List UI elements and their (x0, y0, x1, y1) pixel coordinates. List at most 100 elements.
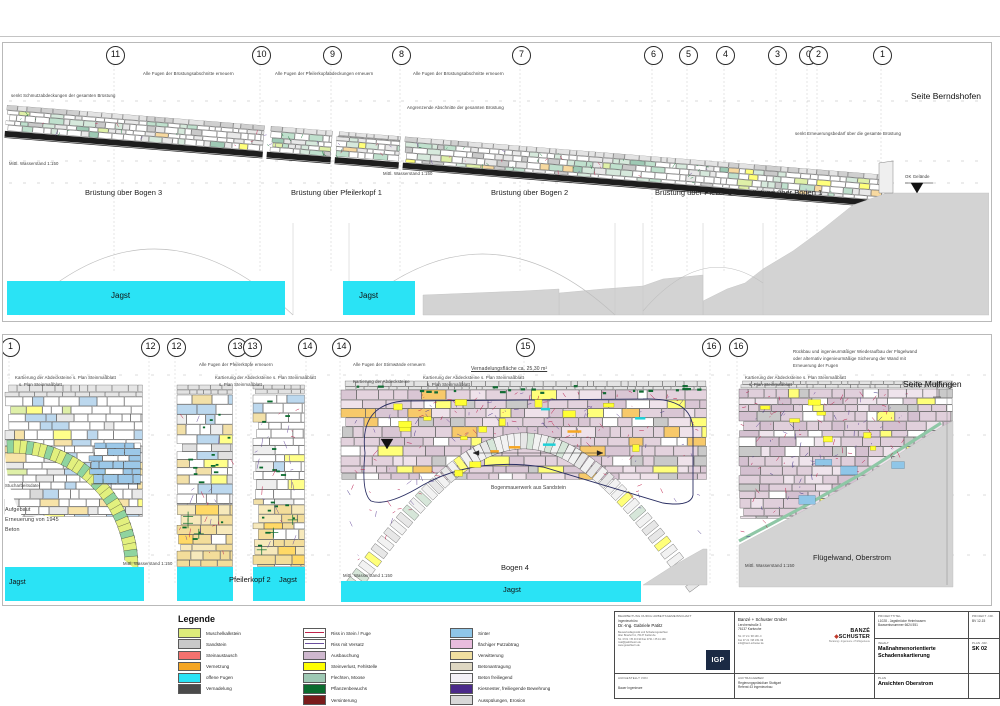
legend-label-1-6: Versinterung (331, 698, 357, 703)
lower-area-note: Vernadelungsfläche ca. 25,30 m² (471, 366, 547, 372)
legend-label-2-1: flächiger Putzabtrag (478, 642, 519, 647)
legend-row: Riss in Stein / Fuge (303, 628, 443, 638)
legend-row: Vernetzung (178, 662, 298, 672)
title-block-office-column: Bearbeitung durch Arbeitsgemeinschaft In… (615, 612, 735, 698)
inhalt-header: Inhalt (878, 641, 965, 645)
office-igp-cell: Bearbeitung durch Arbeitsgemeinschaft In… (615, 612, 734, 674)
grid-bubble-lower-2: 12 (167, 338, 186, 357)
water-body-left (7, 281, 285, 315)
water-lower-3 (253, 567, 305, 601)
lower-section-label-pfeilerkopf2: Pfeilerkopf 2 (229, 575, 271, 584)
grid-bubble-lower-7: 15 (516, 338, 535, 357)
office1-line2: Dr.-Ing. Gabriele Patitz (618, 623, 731, 629)
lower-rebuild-2: Beton (5, 527, 20, 533)
upper-level-marker-label: OK Gelände (905, 174, 930, 179)
upper-elevation-panel: 11109876543021JagstJagstBrüstung über Bo… (2, 42, 992, 322)
legend-swatch-0-3 (178, 662, 201, 672)
aufgestellt-cell: Aufgestellt von Bauer Ingenieure (615, 674, 734, 698)
lower-note-7: oder alternativ ingenieurmäßige Sicherun… (793, 356, 906, 361)
grid-bubble-upper-10: 10 (252, 46, 271, 65)
legend-swatch-1-3 (303, 662, 326, 672)
title-block: Bearbeitung durch Arbeitsgemeinschaft In… (614, 611, 1000, 699)
upper-note-1: Alle Fugen der Pfeilerkopfabdeckungen er… (275, 71, 373, 76)
lower-note-3b: s. Plan Steinmaßblatt (219, 382, 262, 387)
water-label-mid: Jagst (359, 291, 378, 300)
legend-row: Pflanzenbewuchs (303, 684, 443, 694)
legend-swatch-2-6 (450, 695, 473, 705)
office1-small-4: www.gutachterin.de (618, 644, 731, 647)
legend-row: Muschelkalkstein (178, 628, 298, 638)
legend-swatch-1-2 (303, 651, 326, 661)
legend-swatch-2-5 (450, 684, 473, 694)
legend-row: Betonantragung (450, 662, 600, 672)
grid-bubble-upper-6: 6 (644, 46, 663, 65)
upper-note-4: senkt Schmutzabdeckungen der gesamten Br… (11, 93, 115, 98)
legend-swatch-0-2 (178, 651, 201, 661)
upper-section-label-0: Brüstung über Bogen 3 (85, 188, 162, 197)
upper-section-label-1: Brüstung über Pfeilerkopf 1 (291, 188, 382, 197)
legend-row: Steinverlust, Fehlstelle (303, 662, 443, 672)
legend-label-1-4: Flechten, Moose (331, 675, 365, 680)
plan-header: Plan (878, 676, 965, 680)
legend-label-2-0: Sinter (478, 631, 490, 636)
lower-note-0: Alle Fugen der Pfeilerköpfe erneuern (199, 362, 273, 367)
lower-level-note-1: Mittl. Wasserstand 1:150 (123, 561, 173, 566)
title-block-number-column: Projekt -Nr. BV 12-15 Plan -Nr. SK 02 (969, 612, 999, 698)
projekt-header: Projekttitel (878, 614, 965, 618)
legend-swatch-0-5 (178, 684, 201, 694)
auftraggeber-header: Auftraggeber (738, 676, 871, 680)
legend-swatch-2-4 (450, 673, 473, 683)
lower-section-label-bogen4: Bogen 4 (501, 563, 529, 572)
legend-row: flächiger Putzabtrag (450, 639, 600, 649)
auftraggeber-cell: Auftraggeber Regierungspräsidium Stuttga… (735, 674, 874, 698)
legend-row: Ausbauchung (303, 650, 443, 660)
grid-bubble-lower-5: 14 (298, 338, 317, 357)
lower-note-5: Kartierung der Abdecksteine s. Plan Stei… (745, 375, 846, 380)
inhalt-line2: Schadenskartierung (878, 653, 965, 660)
grid-bubble-upper-7: 7 (512, 46, 531, 65)
legend-row: Versinterung (303, 695, 443, 705)
legend-label-0-5: Vernadelung (206, 686, 232, 691)
legend-swatch-2-1 (450, 639, 473, 649)
legend-row: Beton freiliegend (450, 673, 600, 683)
projektnr-value: BV 12-15 (972, 619, 996, 623)
grid-bubble-upper-2: 2 (809, 46, 828, 65)
projekt-cell: Projekttitel L1028 - Jagstbrücke Heimhau… (875, 612, 968, 639)
aufgestellt-value: Bauer Ingenieure (618, 686, 731, 690)
grid-bubble-upper-5: 5 (679, 46, 698, 65)
upper-level-note-2: Mittl. Wasserstand 1:150 (383, 171, 433, 176)
upper-section-label-3: Brüstung über Pfeiler 1 (655, 188, 732, 197)
legend-label-1-2: Ausbauchung (331, 653, 359, 658)
legend-row: offene Fugen (178, 673, 298, 683)
inhalt-cell: Inhalt Maßnahmenorientierte Schadenskart… (875, 639, 968, 674)
legend-swatch-0-1 (178, 639, 201, 649)
lower-level-note-2: Mittl. Wasserstand 1:150 (343, 573, 393, 578)
lower-note-2: Kartierung der Abdecksteine s. Plan Stei… (15, 375, 116, 380)
lower-note-5b: s. Plan Steinmaßblatt (749, 382, 792, 387)
grid-bubble-upper-1: 1 (873, 46, 892, 65)
lower-note-4: Kartierung der Abdecksteine s. Plan Stei… (423, 375, 524, 380)
upper-note-0: Alle Fugen der Brüstungsabschnitte erneu… (143, 71, 234, 76)
lower-level-note-3: Mittl. Wasserstand 1:150 (745, 563, 795, 568)
water-label-left: Jagst (111, 291, 130, 300)
legend-row: Kiesnester, freiliegende Bewehrung (450, 684, 600, 694)
title-block-project-column: Projekttitel L1028 - Jagstbrücke Heimhau… (875, 612, 969, 698)
legend-label-2-4: Beton freiliegend (478, 675, 512, 680)
sheet-top-rule (0, 36, 1000, 37)
plan-cell: Plan Ansichten Oberstrom (875, 674, 968, 698)
water-body-mid (343, 281, 415, 315)
legend-swatch-0-0 (178, 628, 201, 638)
plannr-value: SK 02 (972, 646, 996, 653)
lower-note-2b: s. Plan Steinmaßblatt (19, 382, 62, 387)
lower-arch-note: Bogenmauerwerk aus Sandstein (491, 485, 566, 491)
upper-view-graphics (3, 43, 989, 319)
upper-note-2: Alle Fugen der Brüstungsabschnitte erneu… (413, 71, 504, 76)
bearbeitet-header: Bearbeitung durch Arbeitsgemeinschaft (618, 614, 731, 618)
grid-bubble-upper-8: 8 (392, 46, 411, 65)
legend-label-2-2: Verwitterung (478, 653, 504, 658)
plannr-spacer (969, 674, 999, 698)
igp-logo: IGP (706, 650, 730, 670)
lower-note-4b: s. Plan Steinmaßblatt (427, 382, 470, 387)
legend-swatch-2-0 (450, 628, 473, 638)
